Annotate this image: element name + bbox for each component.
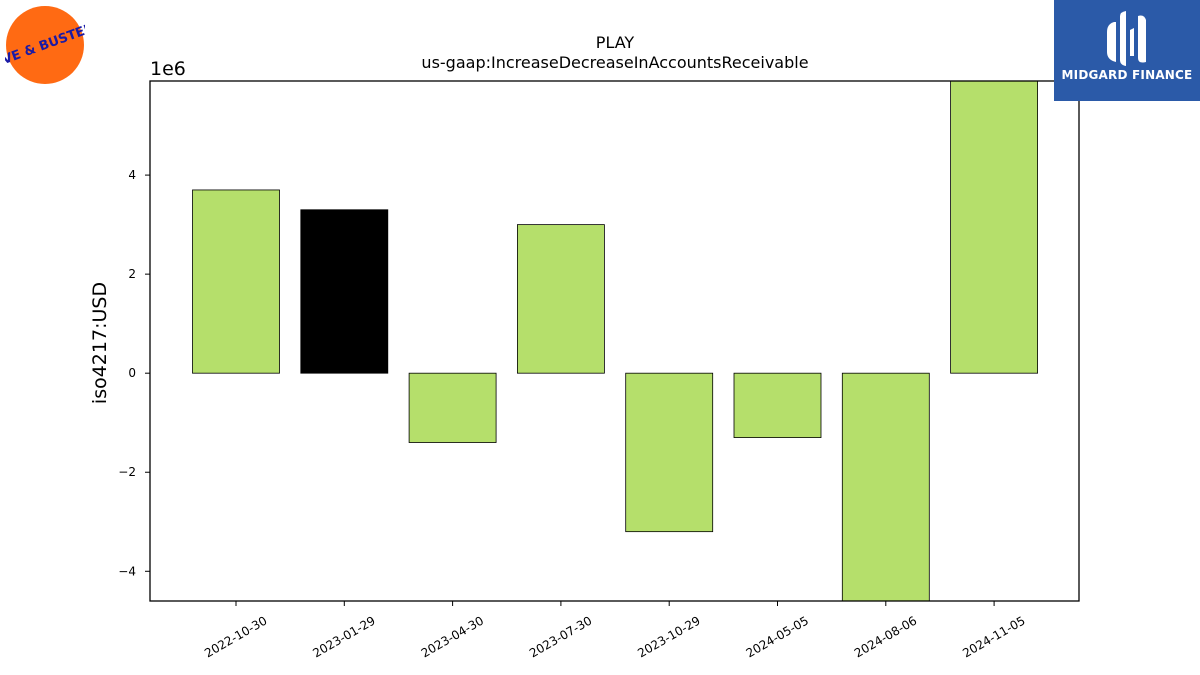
x-tick-label: 2023-04-30 [419, 613, 486, 660]
x-tick-label: 2023-10-29 [635, 613, 702, 660]
bar-2024-11-05 [950, 80, 1038, 374]
y-tick-label: −2 [118, 465, 136, 479]
bars-group [192, 80, 1038, 602]
plot-frame [149, 80, 1080, 602]
y-tick-label: 2 [128, 267, 136, 281]
bar-2024-05-05 [733, 372, 822, 438]
y-tick-label: 4 [128, 168, 136, 182]
x-tick-label: 2024-05-05 [744, 613, 811, 660]
x-tick-label: 2024-11-05 [960, 613, 1027, 660]
chart-subtitle: us-gaap:IncreaseDecreaseInAccountsReceiv… [421, 53, 808, 72]
midgard-finance-logo-text: MIDGARD FINANCE [1061, 68, 1193, 82]
bar-2024-08-06 [841, 372, 930, 602]
x-tick-label: 2022-10-30 [202, 613, 269, 660]
y-tick-label: 0 [128, 366, 136, 380]
x-tick-label: 2024-08-06 [852, 613, 919, 660]
midgard-finance-logo: MIDGARD FINANCE [1054, 0, 1200, 101]
x-ticks-group: 2022-10-30 2023-01-29 2023-04-30 2023-07-30… [202, 601, 1028, 660]
x-tick-label: 2023-07-30 [527, 613, 594, 660]
bar-2022-10-30 [192, 189, 280, 374]
dave-and-busters-logo: DAVE & BUSTER'S [0, 5, 109, 85]
bar-2023-10-29 [625, 372, 714, 533]
x-tick-label: 2023-01-29 [310, 613, 377, 660]
midgard-finance-logo-icon [1107, 11, 1146, 66]
bar-2023-04-30 [408, 372, 497, 443]
bar-2023-07-30 [517, 224, 605, 374]
y-axis-multiplier: 1e6 [150, 58, 186, 80]
y-tick-label: −4 [118, 564, 136, 578]
dave-and-busters-logo-icon: DAVE & BUSTER'S [0, 6, 109, 84]
y-axis-label: iso4217:USD [89, 282, 111, 404]
y-ticks-group: −4 −2 0 2 4 [118, 168, 150, 578]
bar-2023-01-29 [300, 209, 389, 374]
chart-title: PLAY [596, 33, 635, 52]
